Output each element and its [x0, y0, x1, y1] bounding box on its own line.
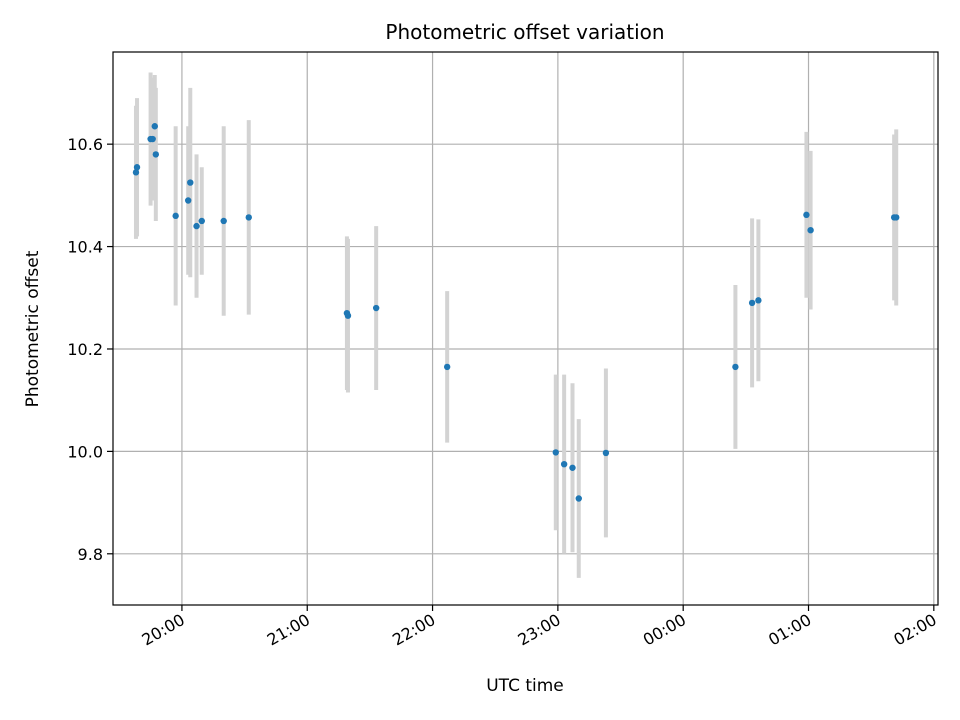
y-tick-label: 10.0: [67, 442, 103, 461]
data-point: [133, 164, 141, 171]
y-axis-title: Photometric offset: [23, 250, 43, 407]
data-point: [602, 449, 610, 457]
y-tick-label: 10.6: [67, 135, 103, 154]
data-points: [132, 123, 900, 502]
data-point: [803, 211, 810, 219]
data-point: [560, 460, 568, 468]
data-point: [732, 363, 739, 371]
data-point: [151, 123, 158, 130]
data-point: [372, 304, 380, 312]
chart-title: Photometric offset variation: [385, 20, 664, 44]
data-point: [344, 312, 352, 319]
data-point: [198, 217, 205, 225]
data-point: [893, 214, 900, 221]
data-point: [575, 495, 582, 502]
data-point: [184, 197, 192, 204]
data-point: [187, 179, 194, 186]
data-point: [569, 464, 576, 471]
y-tick-label: 10.4: [67, 238, 103, 257]
y-tick-label: 9.8: [78, 545, 103, 564]
data-point: [132, 169, 140, 176]
data-point: [152, 151, 160, 158]
data-point: [755, 297, 762, 304]
data-point: [552, 449, 559, 456]
data-point: [172, 212, 179, 220]
data-point: [149, 135, 156, 143]
y-axis-ticks: 9.8 10.0 10.2 10.4 10.6: [67, 135, 113, 564]
plot-frame: [112, 51, 939, 606]
data-point: [245, 214, 252, 221]
y-tick-label: 10.2: [67, 340, 103, 359]
data-point: [748, 299, 756, 307]
data-point: [193, 222, 200, 230]
data-point: [443, 363, 451, 371]
data-point: [807, 226, 814, 234]
data-point: [220, 217, 227, 225]
x-axis-title: UTC time: [486, 676, 564, 696]
